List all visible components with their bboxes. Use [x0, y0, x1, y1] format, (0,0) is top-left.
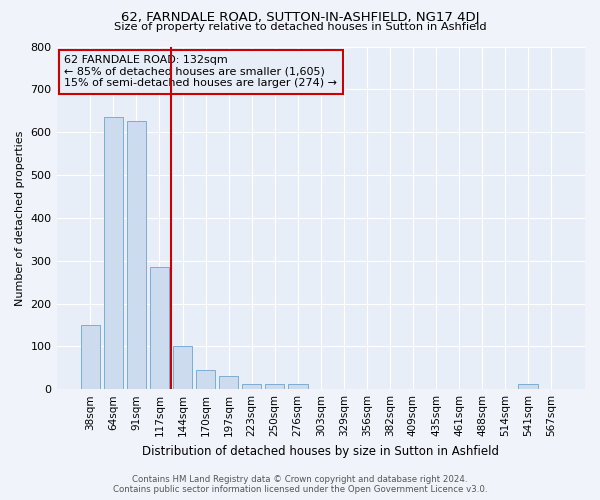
Bar — [80, 325, 100, 389]
Bar — [242, 384, 262, 389]
Text: 62 FARNDALE ROAD: 132sqm
← 85% of detached houses are smaller (1,605)
15% of sem: 62 FARNDALE ROAD: 132sqm ← 85% of detach… — [64, 55, 337, 88]
Bar — [127, 122, 146, 389]
Bar — [196, 370, 215, 389]
Bar — [173, 346, 193, 389]
Bar — [149, 267, 169, 389]
X-axis label: Distribution of detached houses by size in Sutton in Ashfield: Distribution of detached houses by size … — [142, 444, 499, 458]
Bar — [219, 376, 238, 389]
Bar — [104, 117, 123, 389]
Bar — [288, 384, 308, 389]
Bar — [518, 384, 538, 389]
Text: Contains HM Land Registry data © Crown copyright and database right 2024.
Contai: Contains HM Land Registry data © Crown c… — [113, 474, 487, 494]
Text: 62, FARNDALE ROAD, SUTTON-IN-ASHFIELD, NG17 4DJ: 62, FARNDALE ROAD, SUTTON-IN-ASHFIELD, N… — [121, 12, 479, 24]
Y-axis label: Number of detached properties: Number of detached properties — [15, 130, 25, 306]
Bar — [265, 384, 284, 389]
Text: Size of property relative to detached houses in Sutton in Ashfield: Size of property relative to detached ho… — [113, 22, 487, 32]
